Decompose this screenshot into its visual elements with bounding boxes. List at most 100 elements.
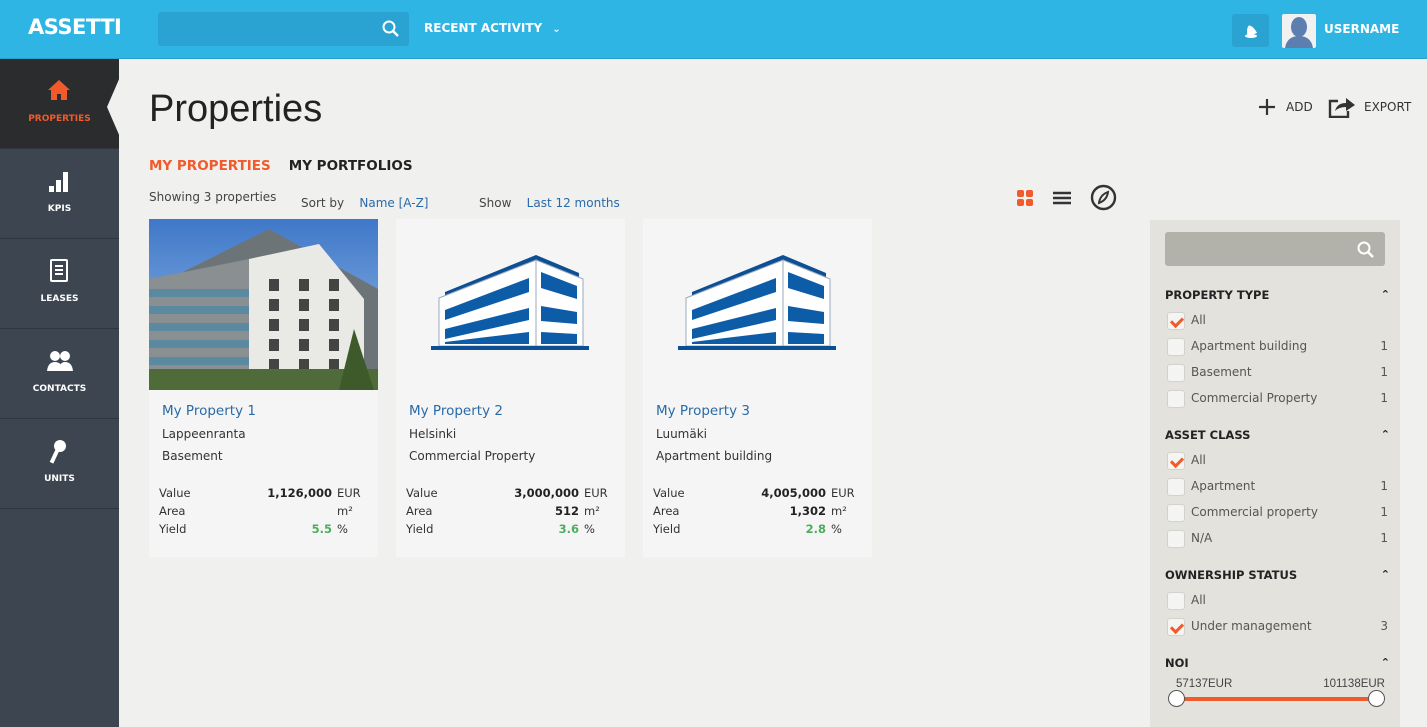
property-image[interactable] xyxy=(396,219,625,390)
checkbox[interactable] xyxy=(1167,452,1185,470)
filter-option[interactable]: Basement 1 xyxy=(1167,364,1388,384)
contacts-icon xyxy=(47,351,73,371)
value-unit: EUR xyxy=(337,486,361,500)
table-row: Yield 2.8% xyxy=(653,520,861,538)
filter-option[interactable]: N/A 1 xyxy=(1167,530,1388,550)
yield-label: Yield xyxy=(653,522,681,536)
checkbox[interactable] xyxy=(1167,504,1185,522)
user-icon xyxy=(1285,17,1313,48)
view-switcher xyxy=(1016,184,1117,211)
sidebar-item-units[interactable]: UNITS xyxy=(0,419,119,509)
checkbox[interactable] xyxy=(1167,312,1185,330)
property-card[interactable]: My Property 2 Helsinki Commercial Proper… xyxy=(396,219,625,557)
property-card[interactable]: My Property 3 Luumäki Apartment building… xyxy=(643,219,872,557)
property-image[interactable] xyxy=(149,219,378,390)
sidebar-item-properties[interactable]: PROPERTIES xyxy=(0,59,119,149)
property-city: Helsinki xyxy=(409,427,457,441)
area-label: Area xyxy=(159,504,186,518)
logo[interactable]: ASSETTI xyxy=(28,15,122,39)
tab-my-properties[interactable]: MY PROPERTIES xyxy=(149,158,271,174)
property-name-link[interactable]: My Property 3 xyxy=(656,403,750,419)
filter-option[interactable]: All xyxy=(1167,312,1388,332)
checkbox[interactable] xyxy=(1167,592,1185,610)
property-name-link[interactable]: My Property 2 xyxy=(409,403,503,419)
search-icon[interactable] xyxy=(382,20,400,38)
property-name-link[interactable]: My Property 1 xyxy=(162,403,256,419)
sort-dropdown[interactable]: Name [A-Z] xyxy=(359,196,429,210)
filter-group-header[interactable]: ASSET CLASS ⌃ xyxy=(1165,428,1390,442)
sidebar-item-label: PROPERTIES xyxy=(28,114,91,124)
avatar[interactable] xyxy=(1282,14,1316,48)
filter-option-count: 1 xyxy=(1380,339,1388,353)
chevron-up-icon[interactable]: ⌃ xyxy=(1380,568,1390,581)
table-row: Area m² xyxy=(159,502,367,520)
table-row: Value 3,000,000 EUR xyxy=(406,484,614,502)
filter-option[interactable]: Apartment building 1 xyxy=(1167,338,1388,358)
document-icon xyxy=(50,259,68,282)
sidebar-item-label: UNITS xyxy=(44,474,75,484)
area-unit: m² xyxy=(584,504,600,518)
export-button[interactable]: EXPORT xyxy=(1328,96,1411,118)
sidebar-item-kpis[interactable]: KPIS xyxy=(0,149,119,239)
sidebar-item-leases[interactable]: LEASES xyxy=(0,239,119,329)
area-amount: 512 xyxy=(554,504,579,518)
sidebar: PROPERTIES KPIS LEASES CONTACTS UNITS xyxy=(0,59,119,727)
plus-icon xyxy=(1259,99,1275,115)
sidebar-item-contacts[interactable]: CONTACTS xyxy=(0,329,119,419)
key-icon xyxy=(49,440,66,464)
filter-group-noi[interactable]: NOI ⌃ xyxy=(1165,656,1390,670)
yield-unit: % xyxy=(337,522,348,536)
checkbox[interactable] xyxy=(1167,390,1185,408)
filter-option-count: 1 xyxy=(1380,479,1388,493)
filter-search-input[interactable] xyxy=(1165,232,1385,266)
checkbox[interactable] xyxy=(1167,530,1185,548)
notifications-button[interactable] xyxy=(1232,14,1269,47)
checkbox[interactable] xyxy=(1167,364,1185,382)
chevron-up-icon[interactable]: ⌃ xyxy=(1380,656,1390,669)
noi-max-handle[interactable] xyxy=(1368,690,1385,707)
property-city: Lappeenranta xyxy=(162,427,246,441)
recent-activity-dropdown[interactable]: RECENT ACTIVITY ⌄ xyxy=(424,21,561,35)
filter-option[interactable]: All xyxy=(1167,452,1388,472)
chevron-down-icon: ⌄ xyxy=(552,24,561,35)
checkbox[interactable] xyxy=(1167,478,1185,496)
filter-option-label: All xyxy=(1191,453,1206,467)
chevron-up-icon[interactable]: ⌃ xyxy=(1380,428,1390,441)
filter-option[interactable]: Commercial Property 1 xyxy=(1167,390,1388,410)
filter-option-count: 1 xyxy=(1380,531,1388,545)
top-bar: ASSETTI RECENT ACTIVITY ⌄ USERNAME xyxy=(0,0,1427,59)
chevron-up-icon[interactable]: ⌃ xyxy=(1380,288,1390,301)
list-icon[interactable] xyxy=(1052,190,1072,206)
property-card[interactable]: My Property 1 Lappeenranta Basement Valu… xyxy=(149,219,378,557)
bell-icon xyxy=(1245,25,1258,38)
noi-min-handle[interactable] xyxy=(1168,690,1185,707)
building-icon xyxy=(431,255,589,350)
filter-option[interactable]: Commercial property 1 xyxy=(1167,504,1388,524)
search-input[interactable] xyxy=(158,12,409,46)
add-button[interactable]: ADD xyxy=(1258,98,1313,116)
export-icon xyxy=(1328,98,1355,118)
filter-group-header[interactable]: PROPERTY TYPE ⌃ xyxy=(1165,288,1390,302)
period-dropdown[interactable]: Last 12 months xyxy=(526,196,620,210)
checkbox[interactable] xyxy=(1167,618,1185,636)
page-title: Properties xyxy=(149,88,323,130)
add-label: ADD xyxy=(1286,100,1313,114)
filter-group-header[interactable]: OWNERSHIP STATUS ⌃ xyxy=(1165,568,1390,582)
property-stats: Value 3,000,000 EUR Area 512 m² Yield 3.6% xyxy=(406,484,614,538)
username[interactable]: USERNAME xyxy=(1324,22,1400,36)
property-image[interactable] xyxy=(643,219,872,390)
noi-range-track[interactable] xyxy=(1176,697,1376,701)
filter-option-count: 1 xyxy=(1380,505,1388,519)
yield-label: Yield xyxy=(159,522,187,536)
filter-option[interactable]: Apartment 1 xyxy=(1167,478,1388,498)
table-row: Value 1,126,000 EUR xyxy=(159,484,367,502)
filter-option[interactable]: Under management 3 xyxy=(1167,618,1388,638)
search-icon[interactable] xyxy=(1357,241,1375,259)
yield-amount: 5.5 xyxy=(311,522,332,536)
filter-option[interactable]: All xyxy=(1167,592,1388,612)
property-photo xyxy=(149,219,378,390)
tab-my-portfolios[interactable]: MY PORTFOLIOS xyxy=(288,158,413,174)
compass-icon[interactable] xyxy=(1090,184,1117,211)
grid-icon[interactable] xyxy=(1016,189,1034,207)
checkbox[interactable] xyxy=(1167,338,1185,356)
